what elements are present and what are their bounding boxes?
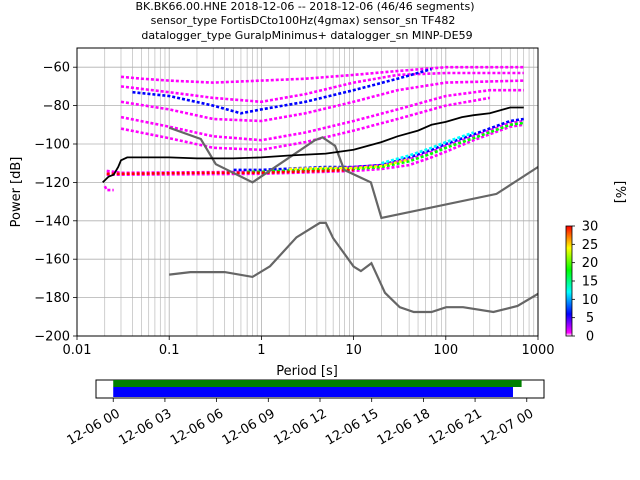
y-tick-label: −80 [43, 99, 70, 114]
timeline-tick-label: 12-06 21 [427, 406, 485, 448]
density-band [106, 168, 354, 176]
x-tick-label: 1 [257, 343, 265, 358]
coverage-bars [113, 380, 522, 397]
colorbar-tick-label: 30 [582, 220, 599, 235]
colorbar-ticks: 0 5 10 15 20 25 30 [572, 220, 598, 345]
coverage-bar [113, 380, 522, 387]
timeline-tick-label: 12-07 00 [478, 406, 536, 448]
density-band [132, 67, 432, 115]
density-band [120, 79, 524, 123]
timeline-tick-label: 12-06 18 [375, 406, 433, 448]
timeline-tick-label: 12-06 03 [116, 406, 174, 448]
y-tick-label: −160 [34, 253, 70, 268]
x-tick-label: 0.1 [159, 343, 180, 358]
power-axis: −60 −80 −100 −120 −140 −160 −180 −200 [34, 61, 77, 345]
y-tick-label: −60 [43, 61, 70, 76]
timeline-tick-label: 12-06 09 [220, 406, 278, 448]
ppsd-plot: 0.01 0.1 1 10 100 1000 −60 −80 −100 −120 −140 −160… [9, 47, 555, 379]
title-line-1: BK.BK66.00.HNE 2018-12-06 -- 2018-12-06 … [136, 0, 475, 13]
x-axis-label: Period [s] [276, 364, 338, 379]
colorbar-tick-label: 15 [582, 275, 599, 290]
y-axis-label: Power [dB] [9, 157, 24, 228]
period-axis: 0.01 0.1 1 10 100 1000 [63, 336, 555, 358]
density-band [120, 65, 524, 84]
colorbar-tick-label: 20 [582, 256, 599, 271]
timeline-tick-label: 12-06 15 [323, 406, 381, 448]
density-band [103, 185, 114, 192]
density-band [289, 158, 410, 171]
coverage-bar [113, 387, 513, 397]
density-band [247, 121, 524, 174]
mean-psd-line [102, 106, 524, 184]
timeline-tick-label: 12-06 12 [271, 406, 329, 448]
y-tick-label: −120 [34, 176, 70, 191]
x-tick-label: 0.01 [63, 343, 92, 358]
low-noise-model-curve [169, 221, 538, 314]
y-tick-label: −200 [34, 330, 70, 345]
y-tick-label: −180 [34, 291, 70, 306]
timeline-tick-label: 12-06 00 [65, 406, 123, 448]
density-band [233, 117, 524, 172]
colorbar-tick-label: 0 [586, 330, 594, 345]
plot-frame [76, 47, 539, 337]
density-band [120, 71, 524, 104]
timeline-tick-label: 12-06 06 [168, 406, 226, 448]
x-tick-label: 100 [433, 343, 458, 358]
colorbar: 0 5 10 15 20 25 30 [%] [565, 181, 627, 345]
period-gridlines [76, 48, 535, 336]
psd-density-bands [103, 65, 524, 192]
colorbar-tick-label: 25 [582, 238, 599, 253]
colorbar-gradient [565, 225, 573, 337]
colorbar-tick-label: 10 [582, 293, 599, 308]
mean-psd-curve [102, 106, 524, 184]
title-line-3: datalogger_type GuralpMinimus+ datalogge… [141, 29, 472, 42]
density-band [381, 131, 475, 165]
x-tick-label: 1000 [521, 343, 554, 358]
colorbar-tick-label: 5 [586, 311, 594, 326]
noise-model-curves [168, 126, 538, 314]
y-tick-label: −100 [34, 138, 70, 153]
colorbar-label: [%] [612, 181, 627, 204]
density-band [120, 88, 524, 142]
y-tick-label: −140 [34, 214, 70, 229]
density-band [120, 96, 491, 152]
figure-title: BK.BK66.00.HNE 2018-12-06 -- 2018-12-06 … [136, 0, 475, 42]
power-gridlines [77, 66, 538, 337]
title-line-2: sensor_type FortisDCto100Hz(4gmax) senso… [151, 14, 456, 27]
high-noise-model-curve [168, 126, 538, 220]
x-tick-label: 10 [345, 343, 362, 358]
